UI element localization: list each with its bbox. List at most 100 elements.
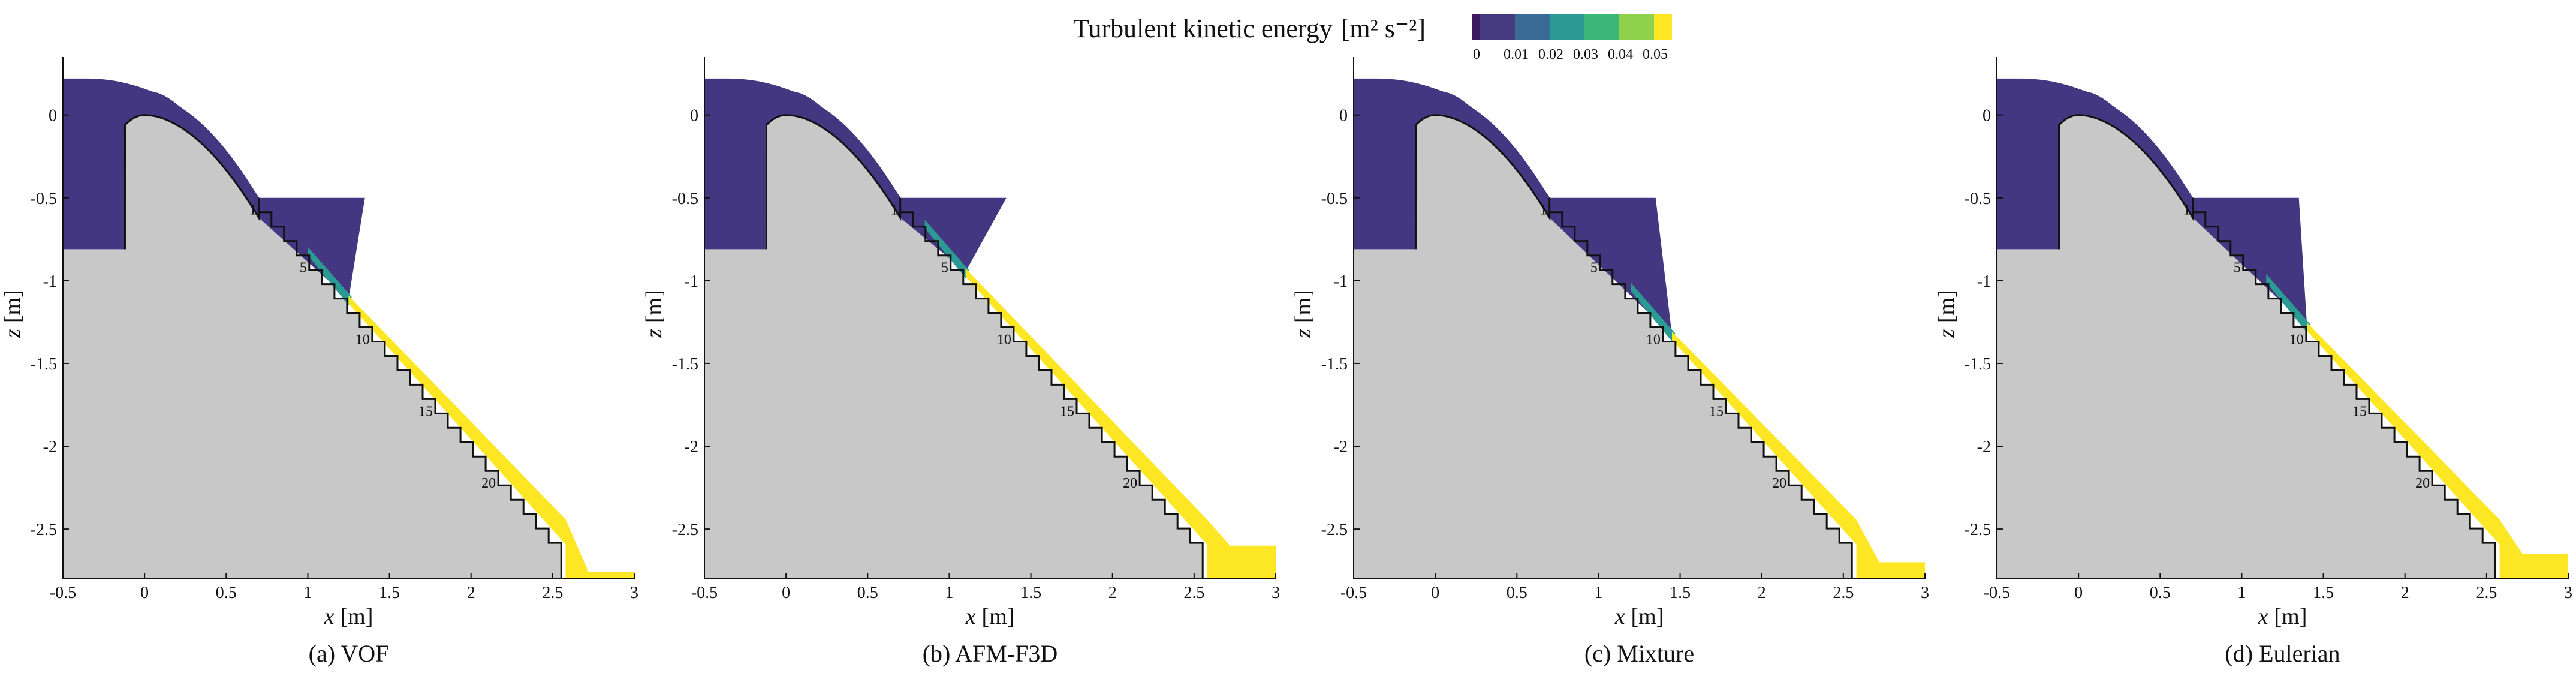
y-tick-label: -2.5 xyxy=(1321,521,1348,539)
colorbar-title: Turbulent kinetic energy [m² s⁻²] xyxy=(1073,14,1426,43)
step-label: 20 xyxy=(1772,476,1786,491)
colorbar-swatch xyxy=(1654,14,1672,40)
panel-caption: (c) Mixture xyxy=(1584,640,1694,667)
x-tick-label: 3 xyxy=(1272,584,1280,602)
colorbar-tick-label: 0.01 xyxy=(1504,47,1529,62)
spillway-outline xyxy=(2057,114,2568,579)
colorbar-swatch xyxy=(1550,14,1584,40)
x-tick-label: -0.5 xyxy=(50,584,76,602)
y-tick-label: 0 xyxy=(49,107,57,125)
panel-caption: (d) Eulerian xyxy=(2225,640,2340,667)
plot-area xyxy=(1354,78,1925,579)
x-tick-label: 1 xyxy=(303,584,312,602)
step-label: 1 xyxy=(249,203,257,218)
x-axis-title: x [m] xyxy=(1614,604,1664,629)
y-tick-label: -1 xyxy=(43,272,57,291)
low-tke-region xyxy=(63,78,365,299)
x-axis-var: x xyxy=(324,604,335,629)
step-label: 15 xyxy=(418,404,433,419)
y-tick-label: -2 xyxy=(1334,438,1348,456)
step-label: 5 xyxy=(300,260,307,276)
x-tick-label: 0.5 xyxy=(1507,584,1527,602)
solid-body xyxy=(1354,115,1925,579)
y-axis-title: z [m] xyxy=(1934,290,1959,338)
x-tick-label: 3 xyxy=(630,584,638,602)
colorbar-tick-label: 0.02 xyxy=(1538,47,1563,62)
x-tick-label: 1 xyxy=(1594,584,1602,602)
x-tick-label: 1.5 xyxy=(379,584,400,602)
step-label: 15 xyxy=(1060,404,1074,419)
x-tick-label: 2.5 xyxy=(1183,584,1204,602)
y-axis-title: z [m] xyxy=(641,290,667,338)
x-tick-label: 2 xyxy=(467,584,475,602)
x-tick-label: 0.5 xyxy=(216,584,237,602)
spillway-outline xyxy=(765,114,1276,579)
colorbar-title-main: Turbulent kinetic energy xyxy=(1073,14,1333,43)
y-axis-unit: [m] xyxy=(1291,290,1316,323)
x-tick-label: 0 xyxy=(2074,584,2083,602)
y-tick-label: -0.5 xyxy=(1321,190,1348,208)
solid-body xyxy=(704,115,1276,579)
x-tick-label: 1.5 xyxy=(2313,584,2334,602)
x-axis-unit: [m] xyxy=(1631,604,1664,629)
mid-tke-region xyxy=(1631,283,1676,342)
plot-area xyxy=(63,78,634,579)
colorbar-tick-label: 0.03 xyxy=(1573,47,1598,62)
colorbar-tick-label: 0.05 xyxy=(1643,47,1668,62)
x-axis-unit: [m] xyxy=(341,604,373,629)
y-tick-label: -0.5 xyxy=(31,190,57,208)
panel-caption: (a) VOF xyxy=(309,640,389,667)
y-tick-label: -2.5 xyxy=(672,521,698,539)
x-axis-title: x [m] xyxy=(324,604,373,629)
x-axis-title: x [m] xyxy=(965,604,1015,629)
mid-tke-region xyxy=(2266,274,2310,333)
colorbar-swatch xyxy=(1472,14,1480,40)
x-tick-label: 2.5 xyxy=(542,584,563,602)
step-label: 5 xyxy=(941,260,948,276)
high-tke-region xyxy=(965,268,1276,579)
x-tick-label: 2 xyxy=(1108,584,1117,602)
x-tick-label: -0.5 xyxy=(1340,584,1367,602)
step-label: 10 xyxy=(355,332,370,347)
x-axis-var: x xyxy=(2258,604,2268,629)
x-tick-label: 2.5 xyxy=(2476,584,2497,602)
y-tick-label: -1.5 xyxy=(1321,355,1348,374)
x-tick-label: 0 xyxy=(140,584,149,602)
y-axis-title: z [m] xyxy=(1291,290,1316,338)
y-axis-unit: [m] xyxy=(0,290,25,323)
panel-caption: (b) AFM-F3D xyxy=(923,640,1058,667)
x-axis-unit: [m] xyxy=(2274,604,2307,629)
step-label: 10 xyxy=(1646,332,1661,347)
y-tick-label: -1 xyxy=(685,272,698,291)
y-tick-label: 0 xyxy=(690,107,698,125)
colorbar-title-units: [m² s⁻²] xyxy=(1341,14,1426,43)
step-label: 10 xyxy=(2289,332,2304,347)
y-axis-var: z xyxy=(641,329,667,338)
step-label: 20 xyxy=(1123,476,1137,491)
x-tick-label: 1 xyxy=(2237,584,2246,602)
step-label: 15 xyxy=(1709,404,1724,419)
low-tke-region xyxy=(704,78,1007,272)
y-tick-label: -0.5 xyxy=(672,190,698,208)
colorbar-swatch xyxy=(1584,14,1619,40)
y-tick-label: 0 xyxy=(1983,107,1991,125)
y-axis-var: z xyxy=(1291,329,1316,338)
step-label: 10 xyxy=(997,332,1011,347)
x-axis-var: x xyxy=(965,604,976,629)
y-tick-label: -2 xyxy=(43,438,57,456)
plot-area xyxy=(1997,78,2568,579)
y-axis-var: z xyxy=(1934,329,1959,338)
step-label: 20 xyxy=(481,476,496,491)
spillway-outline xyxy=(123,114,634,579)
y-axis-unit: [m] xyxy=(641,290,667,323)
step-label: 5 xyxy=(2234,260,2241,276)
mid-tke-region xyxy=(924,220,969,278)
x-tick-label: 2 xyxy=(1758,584,1766,602)
solid-body xyxy=(1997,115,2568,579)
y-tick-label: -2.5 xyxy=(1965,521,1991,539)
y-tick-label: -1 xyxy=(1334,272,1348,291)
